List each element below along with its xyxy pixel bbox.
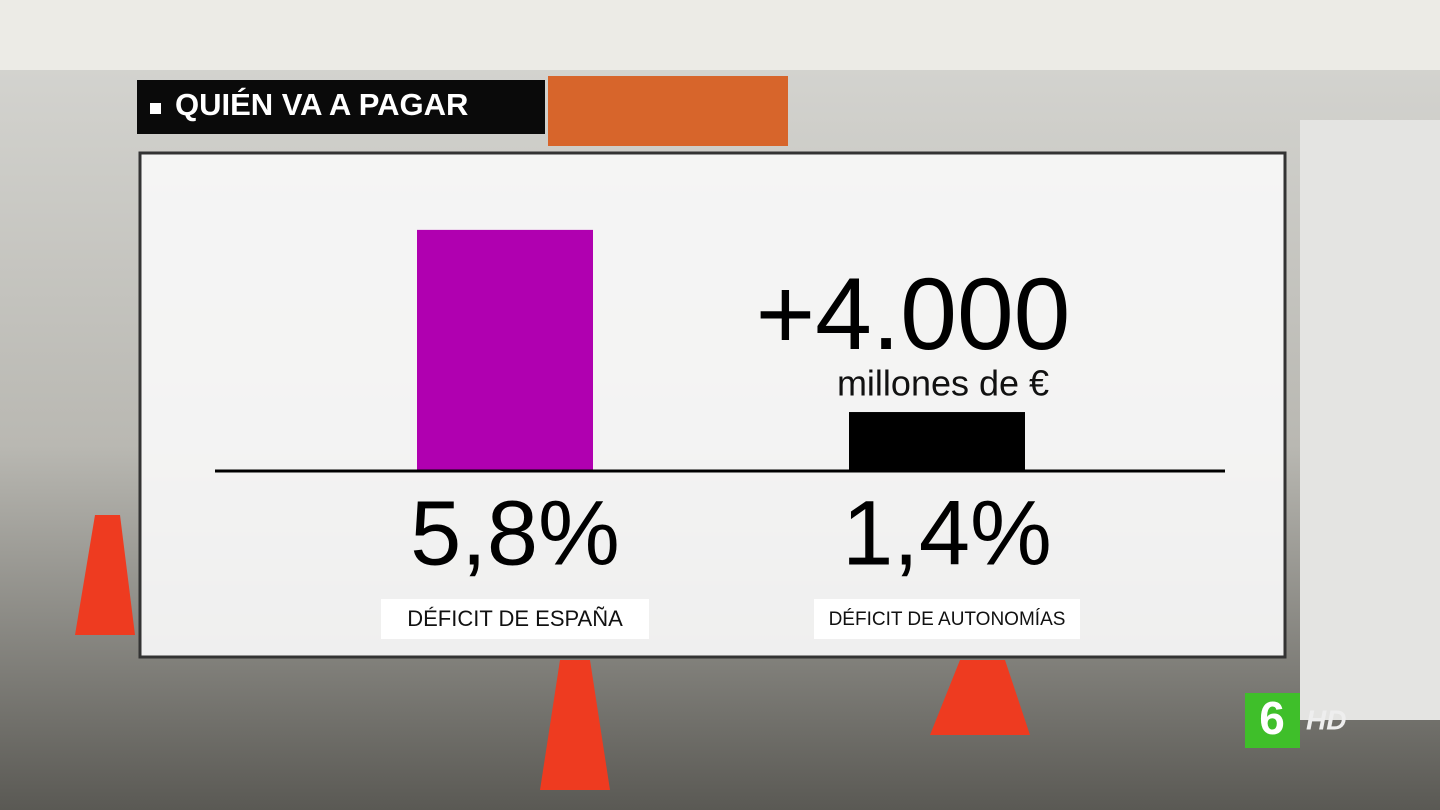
cone — [930, 660, 1030, 735]
sign — [548, 76, 788, 146]
logo-mark-box — [1245, 693, 1300, 748]
annotation-headline: +4.000 — [756, 257, 1071, 371]
bar — [849, 412, 1025, 470]
canopy — [0, 0, 1440, 70]
logo-mark: 6 — [1259, 692, 1285, 744]
title-bullet — [150, 103, 161, 114]
value-label: 5,8% — [410, 482, 620, 584]
category-box — [814, 599, 1080, 639]
category-label: DÉFICIT DE ESPAÑA — [407, 606, 623, 631]
logo-badge: HD — [1306, 704, 1346, 735]
chart-title: QUIÉN VA A PAGAR — [175, 87, 468, 122]
cone — [75, 515, 135, 635]
category-box — [381, 599, 649, 639]
category-label: DÉFICIT DE AUTONOMÍAS — [829, 609, 1066, 630]
panel — [138, 151, 1287, 659]
title-box — [137, 80, 545, 134]
annotation-unit: millones de € — [837, 363, 1049, 404]
value-label: 1,4% — [842, 482, 1052, 584]
bar — [417, 229, 593, 470]
cone — [540, 660, 610, 790]
pump — [1300, 120, 1440, 720]
